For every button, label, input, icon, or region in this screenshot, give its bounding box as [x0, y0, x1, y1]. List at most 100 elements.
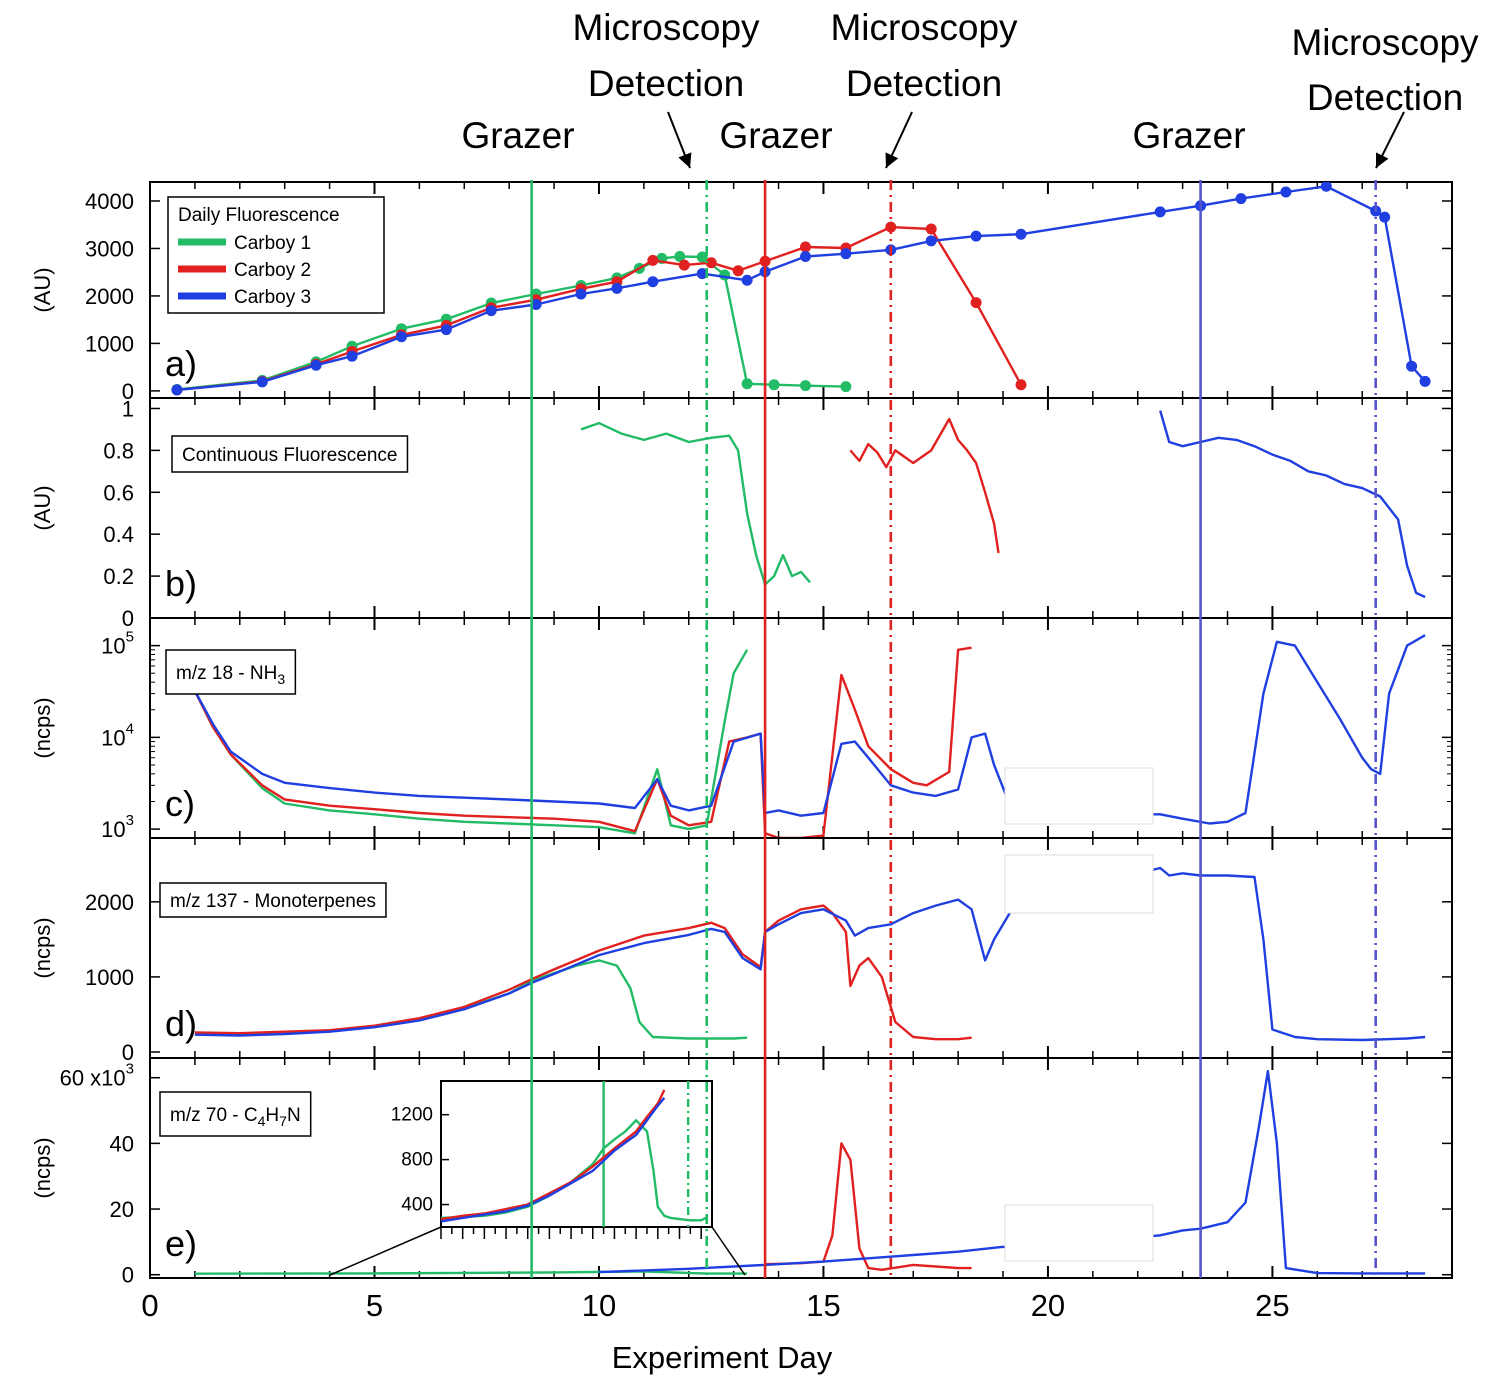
panel-e: 0 20 40 60 x103 (ncps) e) m/z 70 - C4H7N 400 800…	[30, 1057, 1453, 1288]
box-label-part: N	[287, 1105, 301, 1126]
data-point-carboy3	[1015, 228, 1027, 240]
x-tick-label: 15	[806, 1288, 840, 1323]
annotation-text: Grazer	[461, 115, 574, 156]
panel-box-label: Continuous Fluorescence	[171, 435, 409, 473]
panel-box-label: m/z 70 - C4H7N	[159, 1091, 312, 1137]
annotation-text: Detection	[846, 63, 1002, 104]
y-tick-label: 0	[122, 1263, 134, 1288]
series-line-carboy1	[194, 1270, 748, 1275]
x-tick-label: 25	[1255, 1288, 1289, 1323]
data-point-carboy3	[346, 350, 358, 362]
event-annotation: Grazer	[719, 115, 832, 156]
y-tick-label: 0.6	[103, 480, 134, 505]
panel-label: a)	[165, 343, 197, 384]
y-tick-exponent: 5	[126, 629, 134, 646]
data-point-carboy3	[310, 359, 322, 371]
data-point-carboy3	[1419, 375, 1431, 387]
legend-entry: Carboy 3	[234, 287, 311, 308]
data-point-carboy3	[171, 384, 183, 396]
series-line-carboy3	[598, 1069, 1426, 1275]
data-point-carboy1	[768, 379, 780, 391]
annotation-arrowhead	[678, 152, 692, 168]
annotation-text: Microscopy	[830, 7, 1018, 48]
panel-box-label: m/z 18 - NH3	[165, 649, 297, 695]
event-annotation: Microscopy Detection	[830, 7, 1018, 169]
annotation-arrowhead	[885, 152, 899, 168]
event-annotation: Microscopy Detection	[572, 7, 760, 169]
data-point-carboy2	[647, 254, 659, 266]
annotation-text: Detection	[1307, 77, 1463, 118]
y-tick-label: 3000	[85, 236, 134, 261]
inset-series	[441, 1081, 709, 1227]
event-annotation: Grazer	[1132, 115, 1245, 156]
panel-d: 0 1000 2000 (ncps) d) m/z 137 - Monoterpenes	[30, 837, 1453, 1065]
data-point-carboy1	[696, 251, 708, 263]
data-point-carboy3	[530, 298, 542, 310]
data-point-carboy2	[705, 257, 717, 269]
annotation-text: Grazer	[1132, 115, 1245, 156]
plot-frame	[149, 1057, 1453, 1279]
box-label-text: Continuous Fluorescence	[182, 445, 397, 466]
box-label-frame	[159, 1091, 312, 1137]
series-line-carboy3	[193, 634, 1426, 825]
y-axis-label: (ncps)	[30, 917, 55, 978]
data-point-carboy3	[485, 305, 497, 317]
panel-label: d)	[165, 1003, 197, 1044]
box-label-subscript: 4	[258, 1113, 266, 1129]
panel-a: 0 1000 2000 3000 4000 (AU) a) Daily Fluorescenc…	[30, 181, 1453, 404]
event-annotation: Microscopy Detection	[1291, 22, 1479, 169]
plot-frame	[149, 837, 1453, 1059]
x-tick-label: 10	[582, 1288, 616, 1323]
event-lines	[530, 180, 1377, 1278]
y-tick-label: 2000	[85, 284, 134, 309]
data-point-carboy3	[256, 376, 268, 388]
panel-label: b)	[165, 563, 197, 604]
inset-y-tick-label: 800	[401, 1150, 433, 1171]
series-group	[194, 866, 1426, 1042]
data-point-carboy1	[741, 378, 753, 390]
x-axis: Experiment Day 0 5 10 15 20 25	[141, 1288, 1289, 1375]
box-label-frame	[171, 435, 409, 473]
y-tick-label: 104	[101, 720, 134, 750]
series-group	[194, 1069, 1426, 1275]
x-tick-label: 0	[141, 1288, 158, 1323]
blank-patch	[1004, 854, 1154, 914]
event-annotation: Grazer	[461, 115, 574, 156]
legend: Daily Fluorescence Carboy 1 Carboy 2 Carboy…	[167, 196, 385, 314]
y-tick-label: 103	[101, 812, 134, 842]
panel-label: c)	[165, 783, 195, 824]
data-point-carboy2	[732, 265, 744, 277]
legend-entry: Carboy 1	[234, 233, 311, 254]
data-point-carboy3	[395, 331, 407, 343]
inset-frame	[440, 1080, 713, 1228]
data-point-carboy3	[925, 235, 937, 247]
y-tick-label: 4000	[85, 189, 134, 214]
data-point-carboy3	[840, 248, 852, 260]
data-point-carboy2	[799, 241, 811, 253]
series-line-carboy3	[194, 866, 1426, 1042]
y-tick-exponent: 4	[126, 720, 134, 737]
y-tick-label: 0.4	[103, 522, 134, 547]
box-label-frame	[165, 649, 297, 695]
box-label-part: H	[265, 1105, 279, 1126]
data-point-carboy2	[970, 297, 982, 309]
annotation-text: Detection	[588, 63, 744, 104]
y-tick-label: 20	[110, 1197, 134, 1222]
y-tick-label: 0	[122, 379, 134, 404]
inset-y-tick-label: 1200	[391, 1105, 433, 1126]
series-line-carboy1	[580, 421, 811, 586]
inset-series-carboy3	[441, 1097, 666, 1223]
event-annotations: GrazerMicroscopyDetectionGrazerMicroscop…	[461, 7, 1479, 169]
data-point-carboy3	[696, 268, 708, 280]
data-point-carboy3	[741, 274, 753, 286]
panel-box-label: m/z 137 - Monoterpenes	[159, 882, 387, 918]
series-line-carboy3	[1159, 410, 1426, 599]
annotation-text: Grazer	[719, 115, 832, 156]
inset-connector	[329, 1226, 442, 1276]
y-tick-label: 0	[122, 1040, 134, 1065]
y-tick-label: 2000	[85, 890, 134, 915]
inset-y-tick-label: 400	[401, 1195, 433, 1216]
legend-entry: Carboy 2	[234, 260, 311, 281]
data-point-carboy2	[925, 223, 937, 235]
